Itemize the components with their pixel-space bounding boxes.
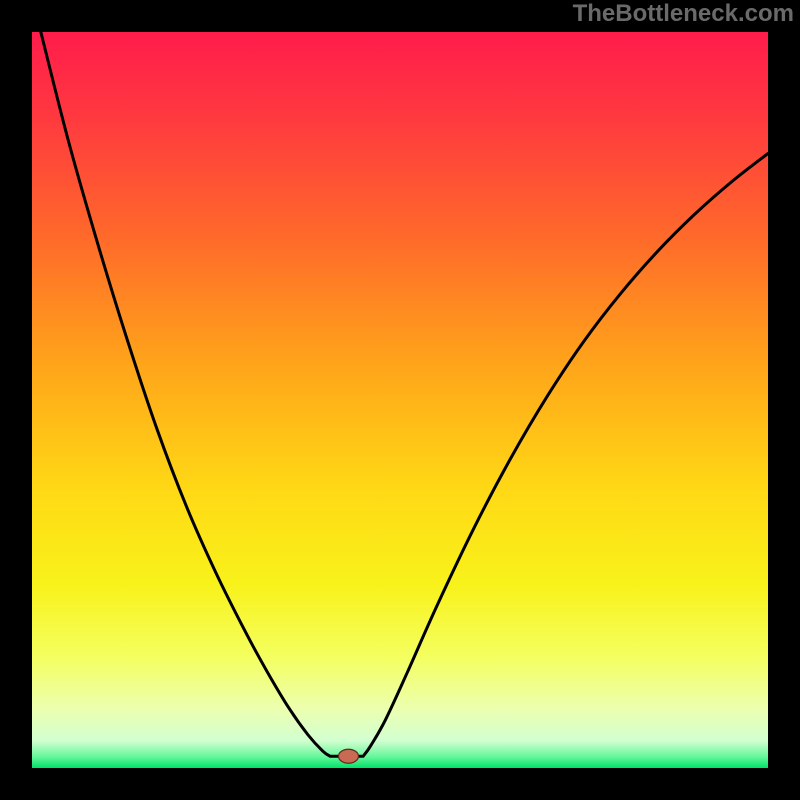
plot-area: [32, 32, 768, 768]
plot-background: [32, 32, 768, 768]
plot-svg: [32, 32, 768, 768]
chart-container: TheBottleneck.com: [0, 0, 800, 800]
watermark-text: TheBottleneck.com: [573, 0, 794, 28]
optimum-marker: [338, 749, 358, 763]
